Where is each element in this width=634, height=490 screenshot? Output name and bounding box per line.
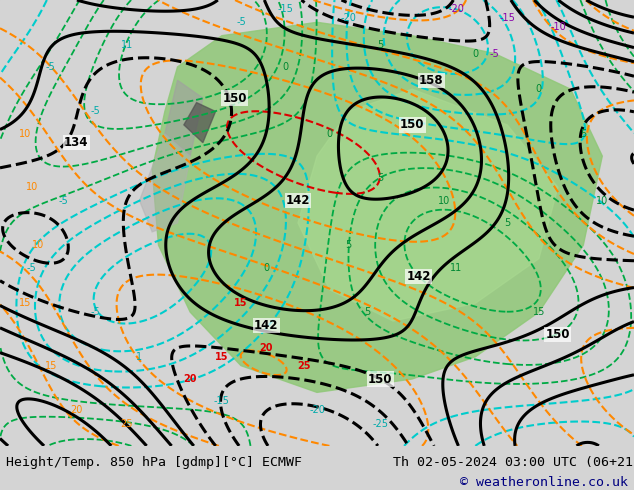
Text: 20: 20 — [183, 374, 197, 384]
Text: 142: 142 — [406, 270, 430, 283]
Text: 5: 5 — [346, 240, 352, 250]
Text: 0: 0 — [263, 263, 269, 272]
Polygon shape — [165, 80, 203, 156]
Text: -5: -5 — [90, 106, 100, 117]
Text: 5: 5 — [365, 307, 371, 317]
Text: 25: 25 — [120, 418, 133, 429]
Text: 150: 150 — [368, 372, 392, 386]
Text: 150: 150 — [546, 328, 570, 341]
Text: 15: 15 — [44, 361, 57, 370]
Text: 15: 15 — [533, 307, 545, 317]
Text: 150: 150 — [400, 119, 424, 131]
Text: 10: 10 — [596, 196, 609, 206]
Text: -25: -25 — [372, 418, 389, 429]
Text: © weatheronline.co.uk: © weatheronline.co.uk — [460, 476, 628, 489]
Text: 158: 158 — [419, 74, 443, 87]
Text: -15: -15 — [277, 4, 294, 14]
Text: 0: 0 — [472, 49, 479, 58]
Text: -5: -5 — [236, 17, 246, 27]
Text: -5: -5 — [58, 196, 68, 206]
Text: 10: 10 — [437, 196, 450, 206]
Text: Th 02-05-2024 03:00 UTC (06+21): Th 02-05-2024 03:00 UTC (06+21) — [393, 456, 634, 469]
Text: 142: 142 — [286, 194, 310, 207]
Text: 5: 5 — [377, 173, 384, 183]
Text: 0: 0 — [327, 129, 333, 139]
Text: 1: 1 — [136, 352, 143, 362]
Text: 134: 134 — [64, 136, 88, 149]
Polygon shape — [152, 22, 602, 392]
Text: 5: 5 — [377, 40, 384, 49]
Polygon shape — [184, 102, 216, 143]
Text: 11: 11 — [120, 40, 133, 49]
Text: -5: -5 — [27, 263, 37, 272]
Text: -20: -20 — [340, 13, 357, 23]
Text: 5: 5 — [580, 129, 586, 139]
Text: 0: 0 — [282, 62, 288, 72]
Text: 10: 10 — [19, 129, 32, 139]
Polygon shape — [298, 89, 558, 321]
Text: -5: -5 — [489, 49, 500, 58]
Text: -5: -5 — [46, 62, 56, 72]
Text: -10: -10 — [550, 22, 566, 32]
Text: 10: 10 — [25, 182, 38, 192]
Text: 150: 150 — [223, 92, 247, 104]
Text: 15: 15 — [19, 298, 32, 308]
Text: 5: 5 — [504, 218, 510, 228]
Text: 15: 15 — [234, 298, 248, 308]
Text: -20: -20 — [309, 405, 325, 415]
Text: 11: 11 — [450, 263, 463, 272]
Text: 15: 15 — [215, 352, 229, 362]
Text: 10: 10 — [32, 240, 44, 250]
Text: 20: 20 — [259, 343, 273, 353]
Text: 20: 20 — [70, 405, 82, 415]
Text: -5: -5 — [90, 307, 100, 317]
Polygon shape — [139, 134, 190, 232]
Text: -20: -20 — [448, 4, 465, 14]
Text: -15: -15 — [214, 396, 230, 406]
Text: 142: 142 — [254, 319, 278, 332]
Text: Height/Temp. 850 hPa [gdmp][°C] ECMWF: Height/Temp. 850 hPa [gdmp][°C] ECMWF — [6, 456, 302, 469]
Text: -15: -15 — [499, 13, 515, 23]
Text: 0: 0 — [536, 84, 542, 94]
Text: 25: 25 — [297, 361, 311, 370]
